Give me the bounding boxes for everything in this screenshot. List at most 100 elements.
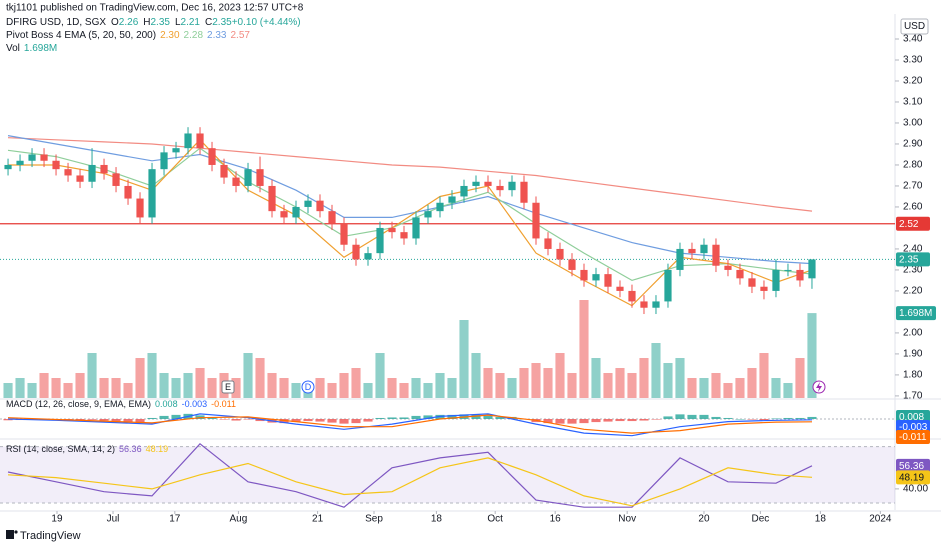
y-tick-label: 2.60 xyxy=(903,202,923,213)
volume-legend: Vol 1.698M xyxy=(6,43,57,54)
y-tick-label: 3.00 xyxy=(903,118,923,129)
currency-box[interactable] xyxy=(900,18,929,35)
x-tick-label: 20 xyxy=(698,514,710,525)
volume-bar xyxy=(171,378,181,398)
volume-bar xyxy=(183,373,193,398)
price-label-box xyxy=(896,252,930,267)
ohlc-value: 2.35 xyxy=(151,17,171,28)
macd-histogram-bar xyxy=(111,419,121,422)
rsi-legend: RSI (14, close, SMA, 14, 2) 56.36 48.19 xyxy=(6,444,168,454)
rsi-band xyxy=(0,446,895,503)
volume-bar xyxy=(651,343,661,398)
event-label[interactable]: D xyxy=(305,382,312,392)
event-split[interactable] xyxy=(812,380,826,394)
y-tick-label: 3.40 xyxy=(903,34,923,45)
macd-histogram-bar xyxy=(99,419,109,421)
macd-histogram-bar xyxy=(663,416,673,419)
volume-bar xyxy=(315,378,325,398)
y-tick-label: 1.90 xyxy=(903,349,923,360)
candle-body xyxy=(568,259,576,270)
volume-bar xyxy=(255,358,265,398)
candle-body xyxy=(64,169,72,176)
candle-body xyxy=(172,148,180,153)
event-d[interactable]: D xyxy=(301,380,315,394)
macd-histogram-bar xyxy=(363,419,373,422)
volume-bar xyxy=(639,358,649,398)
price-label-box xyxy=(896,216,930,231)
y-tick-label: 2.90 xyxy=(903,139,923,150)
volume-bar xyxy=(267,373,277,398)
candle-body xyxy=(796,269,804,281)
candle-body xyxy=(280,211,288,218)
event-label[interactable]: E xyxy=(225,382,231,392)
volume-bar xyxy=(783,383,793,398)
candle-body xyxy=(304,200,312,207)
candle-body xyxy=(676,248,684,270)
macd-histogram-bar xyxy=(591,419,601,423)
macd-histogram-bar xyxy=(87,419,97,420)
macd-histogram-bar xyxy=(411,415,421,419)
volume-bar xyxy=(687,378,697,398)
candle-body xyxy=(424,211,432,218)
x-tick-label: Sep xyxy=(365,514,383,525)
candle-body xyxy=(520,181,528,203)
volume-bar xyxy=(495,373,505,398)
event-icon[interactable] xyxy=(816,382,822,392)
price-label-box xyxy=(896,458,930,473)
rsi-legend-item: 56.36 xyxy=(119,444,142,454)
candle-body xyxy=(208,148,216,165)
event-e[interactable]: E xyxy=(221,380,235,394)
macd-histogram-bar xyxy=(795,417,805,419)
event-marker[interactable] xyxy=(301,380,315,394)
published-note: tkj1101 published on TradingView.com, De… xyxy=(6,3,304,14)
ohlc-value: 2.21 xyxy=(181,17,201,28)
volume-bar xyxy=(3,383,13,398)
x-tick-label: 2024 xyxy=(869,514,892,525)
candle-body xyxy=(712,244,720,266)
candle-body xyxy=(328,211,336,224)
candle-body xyxy=(376,227,384,254)
macd-histogram-bar xyxy=(219,419,229,420)
x-tick-label: Nov xyxy=(618,514,636,525)
candle-body xyxy=(4,164,12,170)
symbol-legend: DFIRG USD, 1D, SGX O2.26 H2.35 L2.21 C2.35+0… xyxy=(6,17,301,28)
volume-bar xyxy=(399,383,409,398)
y-tick-label: 2.80 xyxy=(903,160,923,171)
volume-bar xyxy=(195,368,205,398)
candle-body xyxy=(724,265,732,270)
volume-bar xyxy=(387,378,397,398)
event-marker[interactable] xyxy=(221,380,235,394)
candle-body xyxy=(544,238,552,249)
ema-legend: Pivot Boss 4 EMA (5, 20, 50, 200) 2.30 2.2… xyxy=(6,30,250,41)
volume-bar xyxy=(99,378,109,398)
currency[interactable]: USD xyxy=(904,21,925,32)
volume-bar xyxy=(759,353,769,398)
candle-body xyxy=(52,160,60,170)
y-tick-label: 2.30 xyxy=(903,265,923,276)
y-tick-label: 2.00 xyxy=(903,328,923,339)
candle-body xyxy=(256,169,264,186)
volume-bar xyxy=(279,378,289,398)
macd-histogram-bar xyxy=(543,419,553,424)
y-tick-label: 1.70 xyxy=(903,391,923,402)
volume-bar xyxy=(459,320,469,398)
macd-histogram-bar xyxy=(387,417,397,419)
candle-body xyxy=(688,248,696,254)
macd-legend: MACD (12, 26, close, 9, EMA, EMA) 0.008 -0… xyxy=(6,399,236,409)
volume-bar xyxy=(627,373,637,398)
candle-body xyxy=(496,185,504,191)
macd-histogram-bar xyxy=(231,419,241,421)
candle-body xyxy=(748,278,756,287)
y-tick-label: 1.80 xyxy=(903,370,923,381)
candle-body xyxy=(388,227,396,233)
candle-body xyxy=(736,269,744,279)
rsi-legend-item: RSI (14, close, SMA, 14, 2) xyxy=(6,444,115,454)
macd-histogram-bar xyxy=(555,419,565,424)
x-tick-label: Jul xyxy=(107,514,120,525)
volume-bar xyxy=(51,378,61,398)
candle-body xyxy=(244,169,252,186)
ema-name: Pivot Boss 4 EMA (5, 20, 50, 200) xyxy=(6,30,156,41)
y-tick-label: 2.40 xyxy=(903,244,923,255)
macd-histogram-bar xyxy=(447,414,457,419)
volume-bar xyxy=(135,358,145,398)
